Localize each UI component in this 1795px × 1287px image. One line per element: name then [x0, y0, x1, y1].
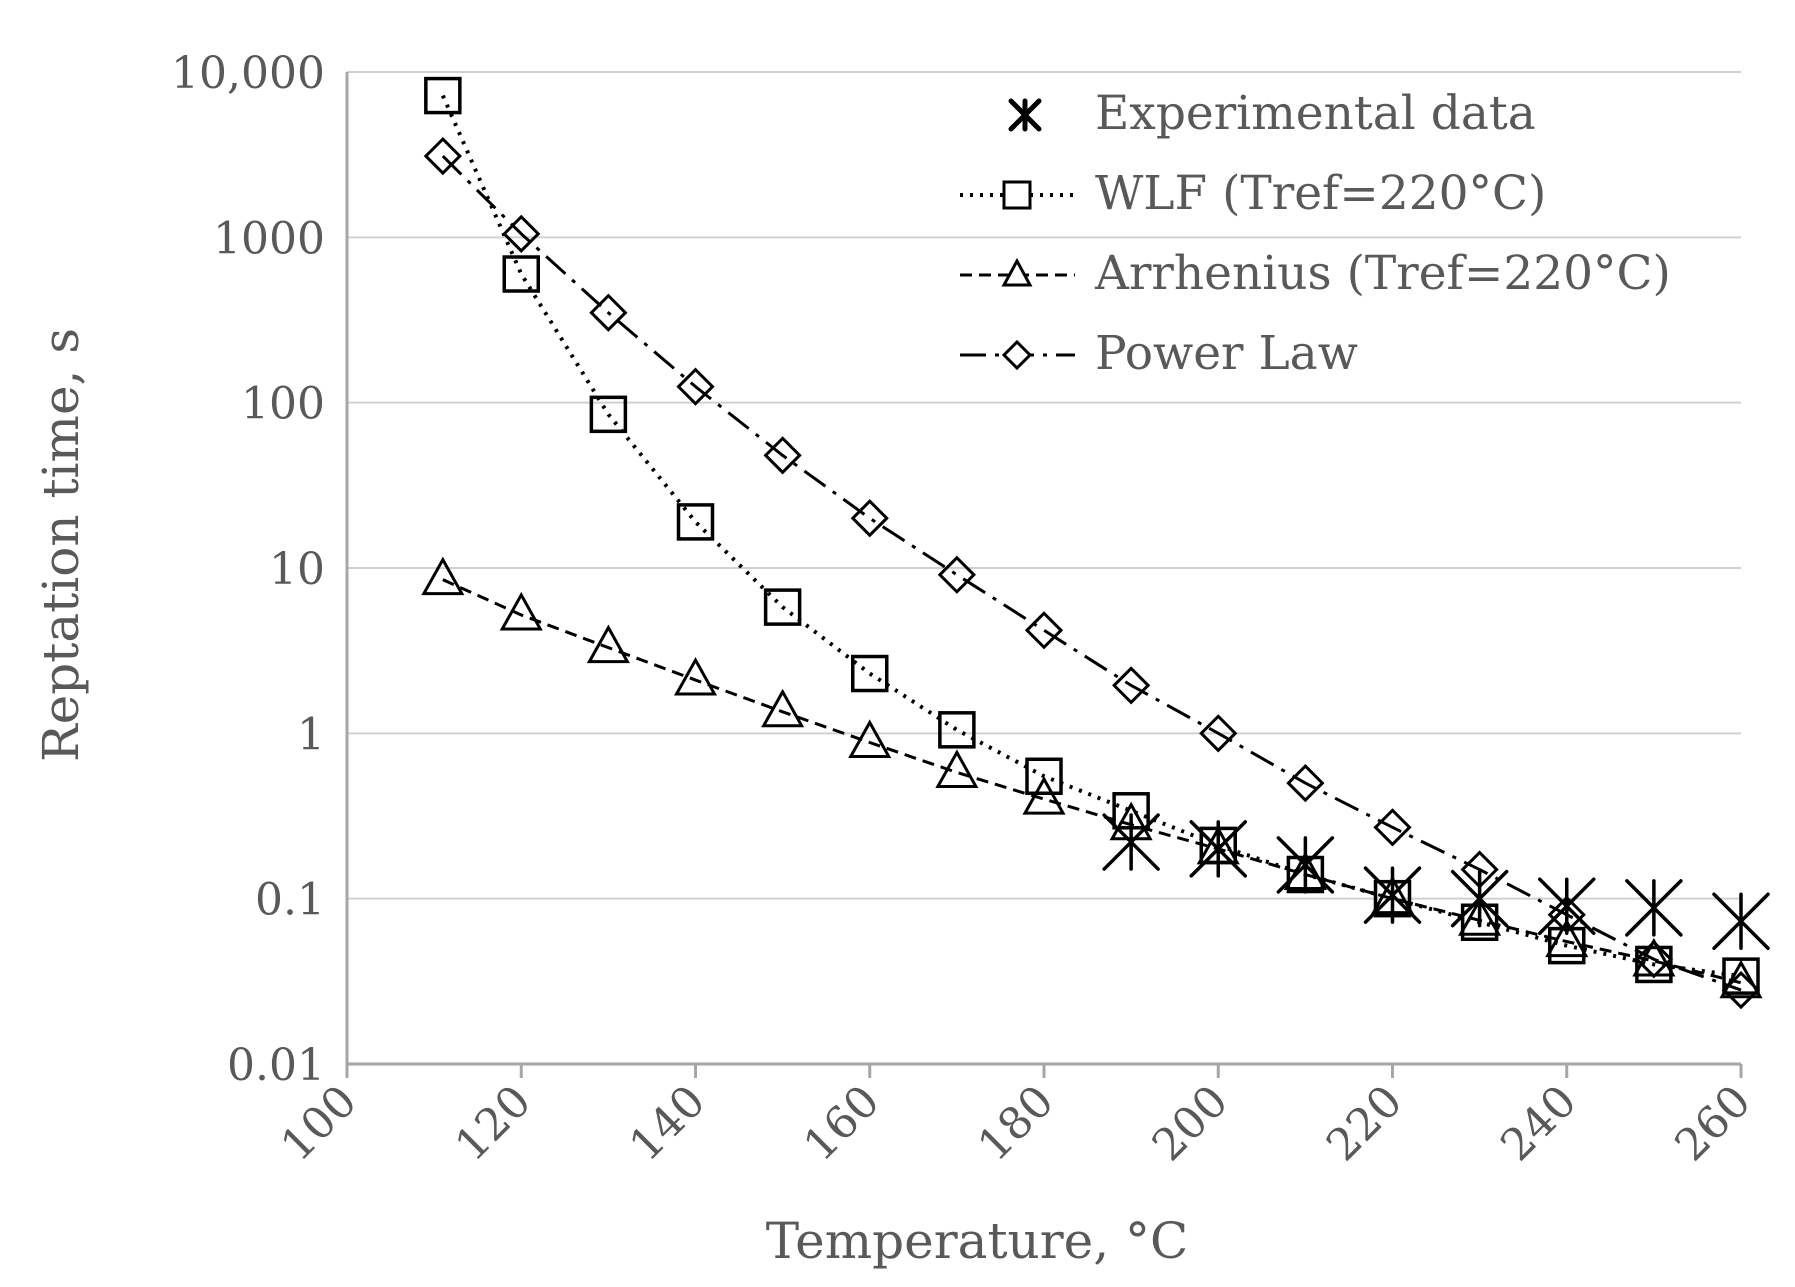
data-point — [1286, 763, 1325, 803]
data-point — [1112, 666, 1151, 705]
series-arrhenius-tref-220-c — [421, 556, 1763, 999]
data-point — [1102, 813, 1160, 871]
y-tick-label: 10,000 — [171, 48, 325, 99]
data-point — [938, 711, 976, 749]
grid-lines — [347, 71, 1741, 900]
data-point — [1722, 957, 1760, 995]
data-point — [1370, 875, 1415, 915]
data-point — [1712, 892, 1770, 951]
data-point — [1721, 970, 1761, 1010]
x-tick-label: 180 — [968, 1076, 1063, 1171]
data-point — [1719, 959, 1763, 999]
data-point — [937, 555, 976, 594]
data-point — [676, 503, 715, 541]
legend: Experimental data WLF (Tref=220°C) Arrhe… — [960, 86, 1671, 381]
series-power-law — [423, 136, 1761, 1010]
data-point — [1538, 877, 1596, 935]
x-tick-label: 220 — [1317, 1076, 1412, 1171]
legend-diamond-icon — [1001, 339, 1033, 371]
legend-label-power-law: Power Law — [1095, 326, 1358, 381]
legend-square-icon — [1002, 180, 1032, 210]
data-point — [421, 556, 465, 596]
data-point — [1199, 714, 1238, 753]
data-point — [1024, 611, 1064, 650]
x-tick-label: 160 — [794, 1076, 889, 1171]
legend-triangle-icon — [1001, 257, 1033, 287]
data-point — [1460, 903, 1499, 942]
y-tick-label: 10 — [269, 544, 325, 595]
data-point — [502, 214, 541, 253]
data-point — [1460, 850, 1499, 889]
data-point — [850, 499, 889, 538]
legend-marker — [1001, 339, 1033, 371]
data-point — [1109, 801, 1153, 841]
y-tick-label: 100 — [241, 379, 325, 430]
series-line — [442, 578, 1742, 985]
legend-marker — [1002, 180, 1032, 210]
data-point — [848, 719, 892, 759]
data-point — [1545, 918, 1589, 958]
data-point — [1458, 897, 1502, 936]
legend-asterisk-icon — [1008, 98, 1042, 132]
legend-entry-wlf: WLF (Tref=220°C) — [960, 166, 1546, 221]
data-point — [499, 591, 543, 631]
x-tick-label: 200 — [1143, 1076, 1238, 1171]
x-tick-label: 260 — [1665, 1076, 1760, 1171]
legend-label-arrhenius: Arrhenius (Tref=220°C) — [1094, 246, 1671, 301]
legend-label-wlf: WLF (Tref=220°C) — [1095, 166, 1546, 221]
legend-entry-arrhenius: Arrhenius (Tref=220°C) — [960, 246, 1671, 301]
y-tick-label: 1000 — [213, 213, 325, 264]
x-tick-label: 120 — [446, 1076, 541, 1171]
data-point — [1547, 895, 1586, 934]
data-point — [935, 749, 979, 788]
data-point — [1022, 776, 1066, 815]
data-point — [1625, 879, 1683, 937]
data-point — [761, 688, 805, 728]
y-tick-label: 1 — [297, 709, 325, 760]
data-point — [423, 136, 462, 176]
data-point — [851, 654, 889, 693]
series-wlf-tref-220-c — [424, 76, 1760, 995]
data-point — [1112, 792, 1150, 830]
axes — [345, 72, 1743, 1078]
data-series — [421, 76, 1770, 1010]
data-point — [589, 293, 628, 332]
series-experimental-data — [1102, 813, 1770, 951]
y-axis-title: Reptation time, s — [32, 328, 90, 762]
data-point — [763, 436, 802, 475]
x-tick-label: 140 — [620, 1076, 715, 1171]
legend-marker — [1001, 257, 1033, 287]
data-point — [1283, 851, 1327, 891]
data-point — [1025, 757, 1063, 796]
legend-marker — [1008, 98, 1042, 132]
legend-entry-power-law: Power Law — [960, 326, 1358, 381]
legend-label-experimental: Experimental data — [1095, 86, 1536, 141]
data-point — [589, 395, 628, 434]
y-tick-label: 0.01 — [227, 1040, 325, 1091]
data-point — [1373, 808, 1412, 847]
data-point — [586, 624, 630, 664]
series-line — [441, 155, 1742, 992]
data-point — [763, 588, 802, 626]
series-line — [441, 94, 1742, 979]
data-point — [673, 656, 718, 696]
data-point — [1196, 825, 1240, 865]
y-tick-label: 0.1 — [255, 875, 325, 926]
x-tick-label: 240 — [1491, 1076, 1586, 1171]
data-point — [424, 76, 462, 115]
data-point — [1634, 940, 1673, 979]
data-point — [502, 255, 540, 293]
x-axis-title: Temperature, °C — [766, 1212, 1189, 1270]
data-point — [1276, 836, 1335, 894]
legend-entry-experimental: Experimental data — [1008, 86, 1536, 141]
data-point — [676, 367, 715, 406]
